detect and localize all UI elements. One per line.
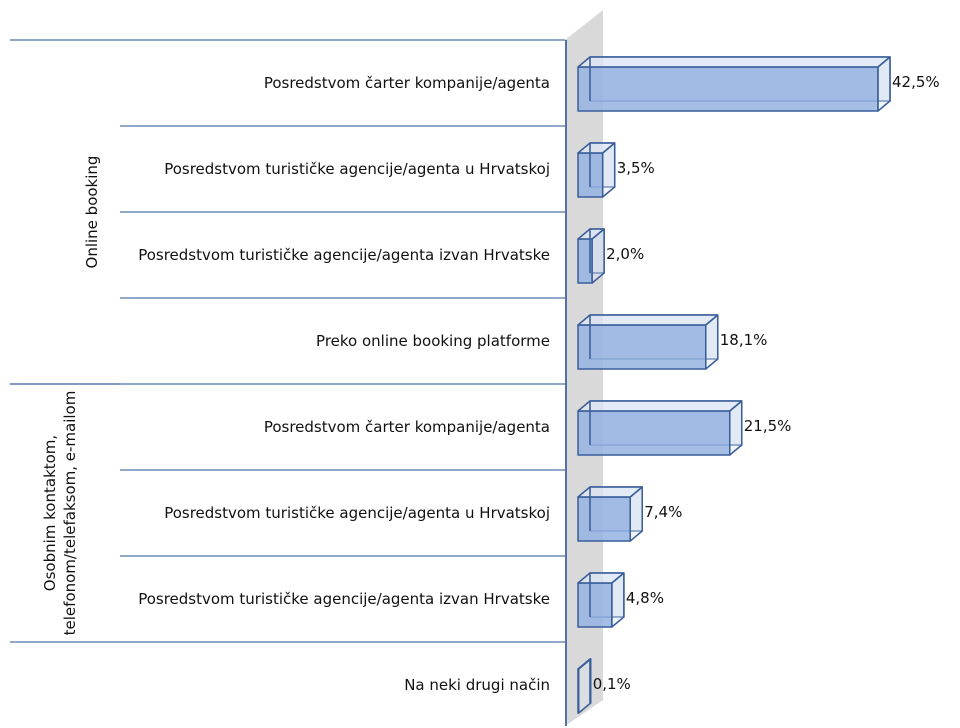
value-label-text: 21,5% (743, 417, 792, 435)
bar (577, 400, 743, 456)
bar-front (577, 582, 613, 628)
bar-side (611, 572, 625, 628)
bar-front (577, 324, 707, 370)
category-label-text: Posredstvom čarter kompanije/agenta (263, 74, 550, 92)
value-label: 0,1% (593, 675, 631, 693)
value-label: 42,5% (892, 73, 940, 91)
value-label: 21,5% (744, 417, 792, 435)
bar-side (577, 658, 592, 714)
value-label: 4,8% (626, 589, 664, 607)
category-label: Na neki drugi način (115, 642, 550, 728)
bar (577, 56, 891, 112)
bar-side (705, 314, 719, 370)
category-label-text: Posredstvom turističke agencije/agenta i… (138, 246, 550, 264)
category-label-text: Posredstvom turističke agencije/agenta i… (138, 590, 550, 608)
bar-side (629, 486, 643, 542)
bar-front (577, 410, 731, 456)
group-label-text: Osobnim kontaktom, telefonom/telefaksom,… (41, 390, 79, 636)
bar (577, 658, 592, 714)
bar (577, 142, 616, 198)
value-label-text: 18,1% (719, 331, 768, 349)
value-label-text: 0,1% (592, 675, 631, 693)
category-label: Posredstvom čarter kompanije/agenta (115, 384, 550, 470)
bar (577, 486, 643, 542)
bar (577, 228, 605, 284)
bar-side (729, 400, 743, 456)
value-label-text: 7,4% (644, 503, 683, 521)
value-label: 18,1% (720, 331, 768, 349)
category-label: Posredstvom turističke agencije/agenta i… (115, 556, 550, 642)
category-label-text: Posredstvom turističke agencije/agenta u… (164, 160, 550, 178)
category-label: Preko online booking platforme (115, 298, 550, 384)
bar-front (577, 496, 631, 542)
category-label-text: Preko online booking platforme (316, 332, 550, 350)
category-label-text: Posredstvom turističke agencije/agenta u… (164, 504, 550, 522)
bar (577, 572, 625, 628)
value-label: 3,5% (617, 159, 655, 177)
category-label-text: Na neki drugi način (404, 676, 550, 694)
bar (577, 314, 719, 370)
category-label: Posredstvom čarter kompanije/agenta (115, 40, 550, 126)
bar-side (877, 56, 891, 112)
value-label-text: 42,5% (892, 73, 940, 91)
group-label: Online booking (72, 45, 112, 379)
group-label: Osobnim kontaktom, telefonom/telefaksom,… (10, 389, 110, 637)
category-label: Posredstvom turističke agencije/agenta u… (115, 470, 550, 556)
value-label: 7,4% (644, 503, 682, 521)
bar-top (577, 314, 719, 326)
value-label-text: 4,8% (625, 589, 664, 607)
bar-top (577, 56, 891, 68)
value-label: 2,0% (606, 245, 644, 263)
category-label-text: Posredstvom čarter kompanije/agenta (263, 418, 550, 436)
category-label: Posredstvom turističke agencije/agenta i… (115, 212, 550, 298)
bar-side (591, 228, 605, 284)
value-label-text: 2,0% (606, 245, 645, 263)
bar-top (577, 400, 743, 412)
value-label-text: 3,5% (616, 159, 655, 177)
group-label-text: Online booking (83, 155, 101, 269)
bar-front (577, 66, 879, 112)
bar-side (601, 142, 616, 198)
category-label: Posredstvom turističke agencije/agenta u… (115, 126, 550, 212)
